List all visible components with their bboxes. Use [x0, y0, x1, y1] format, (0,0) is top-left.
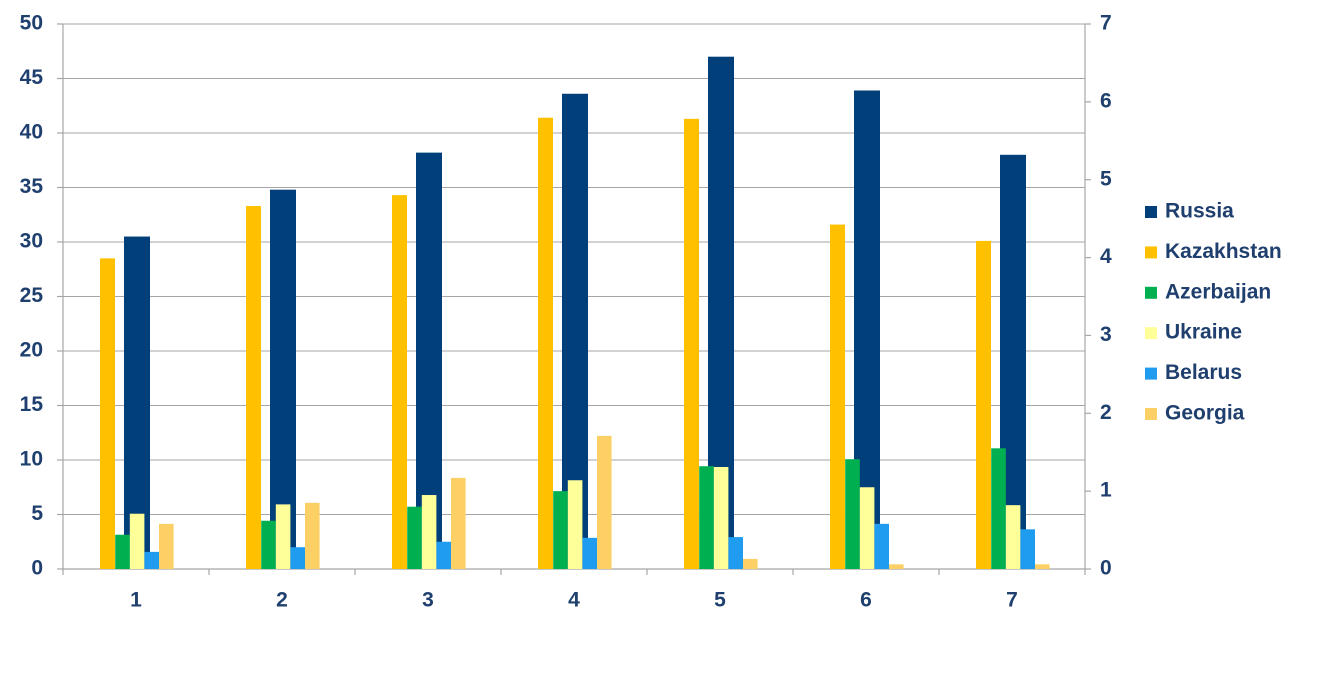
y-tick-label: 0: [31, 557, 43, 580]
bar: [728, 537, 743, 569]
bar: [874, 523, 889, 569]
bar: [436, 541, 451, 569]
y-tick-label: 25: [20, 284, 44, 307]
x-tick-label: 6: [860, 589, 872, 612]
bar: [684, 118, 699, 569]
legend-swatch: [1145, 286, 1157, 299]
bar: [538, 117, 553, 570]
legend-swatch: [1145, 206, 1157, 218]
legend-label: Kazakhstan: [1165, 240, 1282, 263]
x-tick-label: 1: [130, 589, 142, 612]
bar: [1035, 564, 1050, 569]
bar: [261, 520, 276, 569]
x-tick-label: 5: [714, 589, 726, 612]
bar: [124, 236, 150, 570]
bar: [1020, 529, 1035, 569]
y-tick-label: 40: [20, 121, 43, 144]
bar: [159, 523, 174, 569]
x-tick-label: 4: [568, 589, 580, 612]
bar: [144, 551, 159, 569]
legend-label: Russia: [1165, 200, 1234, 223]
bar: [451, 477, 466, 569]
legend-label: Azerbaijan: [1165, 280, 1271, 303]
y2-tick-label: 7: [1100, 12, 1112, 35]
bar: [830, 224, 845, 569]
bar: [407, 506, 422, 569]
bar: [845, 459, 860, 569]
y-tick-label: 30: [20, 230, 43, 253]
y2-tick-label: 5: [1100, 167, 1112, 190]
bar: [290, 547, 305, 569]
y-tick-label: 5: [31, 502, 43, 525]
y-tick-label: 15: [20, 393, 44, 416]
y-tick-label: 50: [20, 12, 43, 35]
legend-label: Georgia: [1165, 402, 1245, 425]
legend-swatch: [1145, 367, 1157, 380]
bar: [699, 466, 714, 569]
bar: [421, 495, 437, 569]
bar: [1005, 505, 1021, 569]
bar: [567, 480, 583, 569]
x-tick-label: 2: [276, 589, 288, 612]
bar: [582, 537, 597, 569]
legend-label: Ukraine: [1165, 321, 1242, 344]
bar: [115, 534, 130, 569]
bar: [305, 502, 320, 569]
x-tick-label: 7: [1006, 589, 1018, 612]
x-tick-label: 3: [422, 589, 434, 612]
bar: [991, 448, 1006, 569]
y-tick-label: 20: [20, 339, 43, 362]
bar: [743, 558, 758, 569]
bar: [275, 504, 291, 569]
y2-tick-label: 6: [1100, 89, 1112, 112]
bar: [859, 487, 875, 569]
bar: [597, 435, 612, 569]
y-tick-label: 45: [20, 66, 44, 89]
legend-label: Belarus: [1165, 361, 1242, 384]
y2-tick-label: 3: [1100, 323, 1112, 346]
bar: [392, 195, 407, 569]
legend-swatch: [1145, 327, 1157, 340]
bar: [713, 467, 729, 569]
y2-tick-label: 0: [1100, 557, 1112, 580]
bar: [553, 491, 568, 569]
y-tick-label: 10: [20, 448, 43, 471]
bar: [246, 206, 261, 569]
y2-tick-label: 1: [1100, 479, 1112, 502]
bar: [129, 513, 145, 569]
legend-swatch: [1145, 408, 1157, 420]
legend-swatch: [1145, 246, 1157, 259]
y-tick-label: 35: [20, 175, 44, 198]
y2-tick-label: 4: [1100, 245, 1112, 268]
bar: [976, 240, 991, 569]
y2-tick-label: 2: [1100, 401, 1112, 424]
bar: [889, 564, 904, 569]
bar: [100, 258, 115, 569]
